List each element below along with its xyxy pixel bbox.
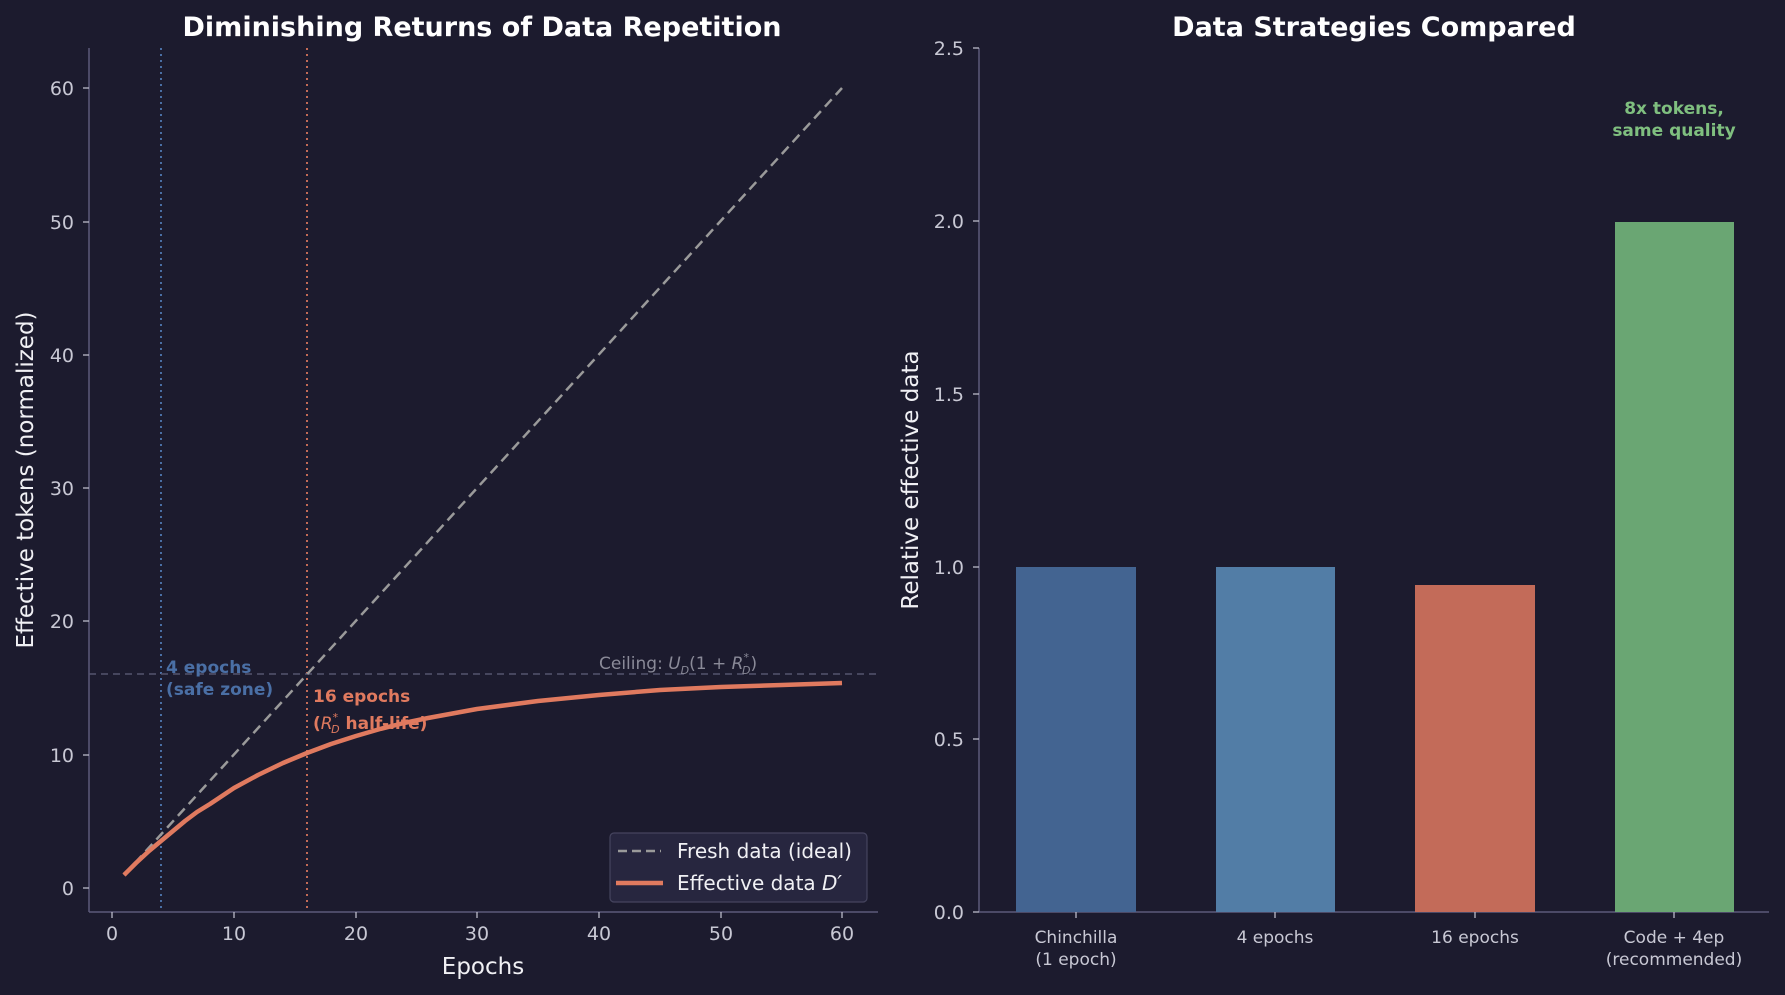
left-y-tick: 60 (50, 78, 74, 100)
left-x-tick: 40 (587, 923, 611, 945)
right-y-tick: 1.5 (934, 384, 964, 406)
left-x-ticks (111, 912, 843, 918)
ceiling-annotation: Ceiling: UD(1 + R* D) (599, 651, 757, 677)
legend-effective-label: Effective data D′ (677, 871, 842, 895)
legend-fresh-label: Fresh data (ideal) (677, 839, 852, 863)
right-y-tick: 0.0 (934, 902, 964, 924)
bar-chinchilla (1016, 567, 1136, 912)
left-y-ticks (83, 87, 89, 889)
left-x-tick: 30 (465, 923, 489, 945)
left-y-tick: 40 (50, 345, 74, 367)
right-chart-title: Data Strategies Compared (1172, 12, 1576, 43)
left-y-tick: 30 (50, 478, 74, 500)
right-y-tick: 2.5 (934, 38, 964, 60)
left-x-tick: 20 (344, 923, 368, 945)
left-x-tick: 60 (830, 923, 854, 945)
category-label: Code + 4ep (1624, 928, 1725, 948)
recommended-annotation-line2: same quality (1612, 121, 1735, 141)
left-y-tick: 50 (50, 212, 74, 234)
half-life-annotation-line1: 16 epochs (313, 687, 410, 707)
left-y-tick: 20 (50, 611, 74, 633)
half-life-annotation-line2: (R* D half-life) (313, 711, 427, 736)
bar-code-4ep (1615, 222, 1734, 912)
category-label: Chinchilla (1035, 928, 1118, 948)
left-x-axis-label: Epochs (442, 954, 524, 980)
left-x-tick: 50 (709, 923, 733, 945)
right-y-tick: 0.5 (934, 729, 964, 751)
category-label: 4 epochs (1237, 928, 1314, 948)
fresh-data-line (123, 87, 843, 876)
right-x-ticks (1075, 912, 1675, 918)
legend: Fresh data (ideal) Effective data D′ (609, 832, 868, 903)
left-y-axis-label: Effective tokens (normalized) (13, 311, 39, 648)
recommended-annotation-line1: 8x tokens, (1624, 99, 1724, 119)
bar-16-epochs (1415, 585, 1535, 912)
bar-4-epochs (1216, 567, 1335, 912)
left-chart-title: Diminishing Returns of Data Repetition (183, 12, 782, 43)
right-chart: Data Strategies Compared 0.0 0.5 1.0 1.5… (898, 12, 1769, 970)
left-x-tick: 10 (222, 923, 246, 945)
left-y-tick: 0 (62, 878, 74, 900)
right-y-ticks (973, 47, 979, 913)
right-y-tick: 1.0 (934, 557, 964, 579)
category-label: (1 epoch) (1035, 950, 1116, 970)
right-y-tick: 2.0 (934, 211, 964, 233)
left-y-tick: 10 (50, 745, 74, 767)
category-label: (recommended) (1606, 950, 1742, 970)
right-y-axis-label: Relative effective data (898, 350, 924, 609)
left-x-tick: 0 (106, 923, 118, 945)
category-label: 16 epochs (1431, 928, 1519, 948)
safe-zone-annotation-line1: 4 epochs (166, 658, 251, 678)
left-chart: Diminishing Returns of Data Repetition 0… (13, 12, 878, 980)
safe-zone-annotation-line2: (safe zone) (166, 680, 273, 700)
effective-data-curve (122, 680, 843, 877)
